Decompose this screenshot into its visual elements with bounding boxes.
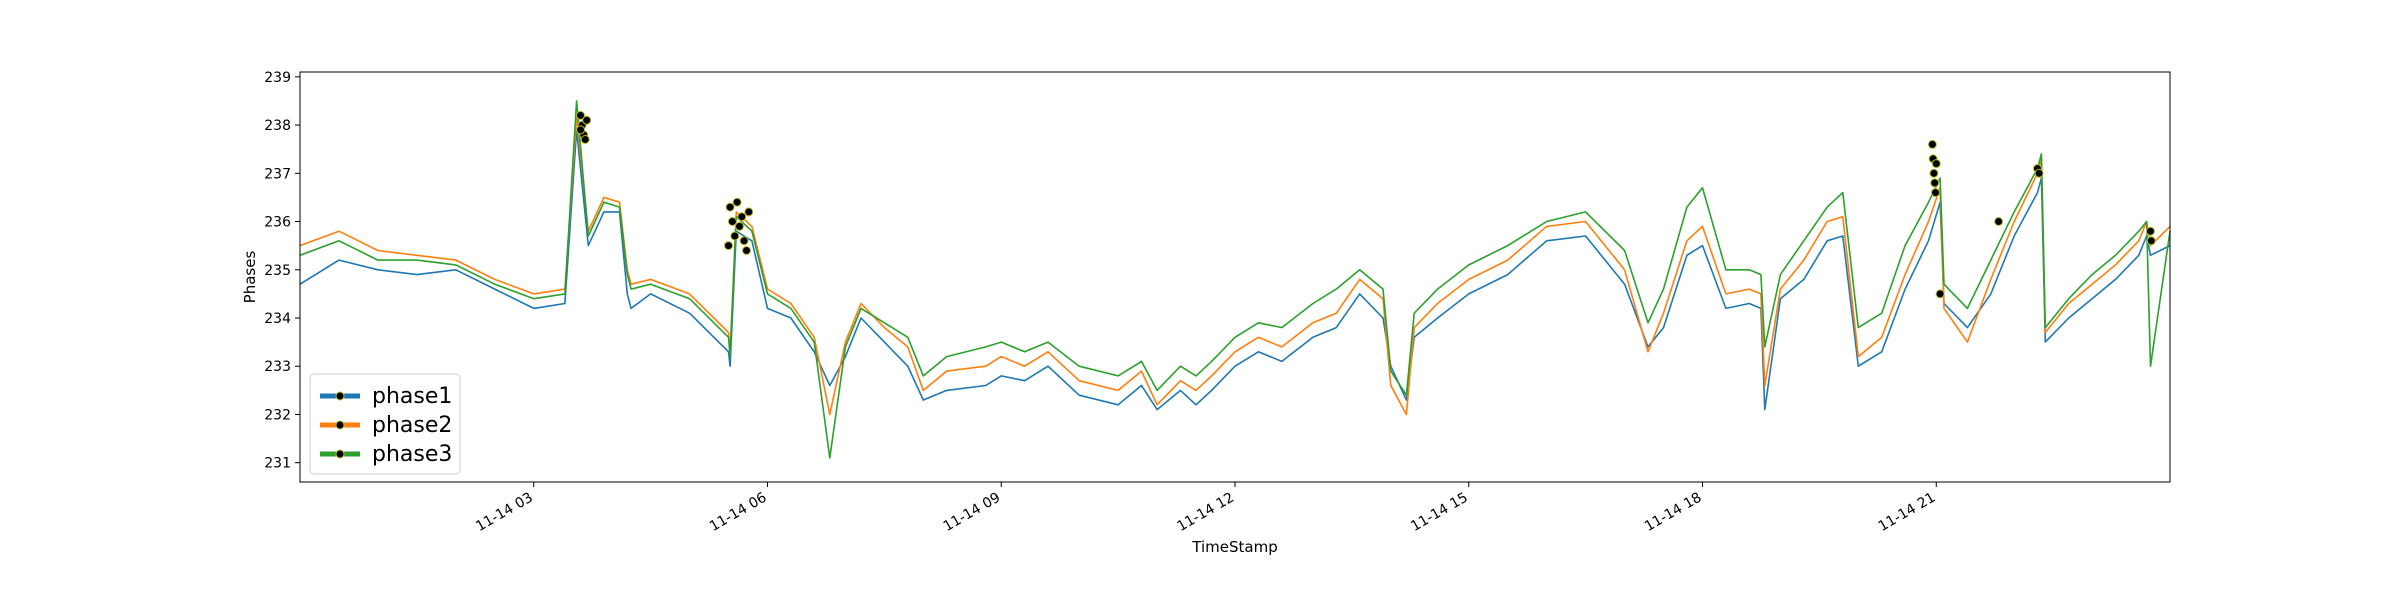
- anomaly-marker: [737, 212, 747, 222]
- y-tick-label: 236: [264, 215, 291, 231]
- y-tick-label: 237: [264, 166, 291, 182]
- anomaly-marker: [732, 197, 742, 207]
- anomaly-marker: [742, 246, 751, 255]
- anomaly-marker: [582, 115, 592, 125]
- anomaly-marker: [730, 231, 740, 241]
- y-axis: 231 232 233 234 235 236 237 238 239: [264, 70, 300, 472]
- y-tick-label: 233: [264, 359, 291, 375]
- anomaly-marker: [1935, 289, 1945, 299]
- anomaly-marker: [2146, 236, 2156, 246]
- anomaly-marker: [576, 110, 585, 120]
- legend-label-phase3: phase3: [372, 442, 452, 467]
- legend-label-phase2: phase2: [372, 413, 452, 438]
- legend-box: [309, 373, 461, 475]
- y-tick-label: 234: [264, 311, 291, 327]
- y-axis-label: Phases: [241, 251, 259, 304]
- x-axis-label: TimeStamp: [1191, 538, 1277, 556]
- y-tick-label: 232: [264, 407, 291, 423]
- anomaly-marker: [1931, 159, 1941, 169]
- anomaly-marker: [580, 135, 590, 144]
- y-tick-label: 238: [264, 118, 291, 134]
- y-tick-label: 235: [264, 263, 291, 279]
- anomaly-marker: [724, 241, 733, 251]
- y-tick-label: 239: [264, 70, 291, 86]
- anomaly-marker: [744, 207, 754, 217]
- anomaly-marker: [1931, 188, 1940, 198]
- anomaly-marker: [727, 217, 737, 226]
- y-tick-label: 231: [264, 456, 291, 472]
- legend-marker: [335, 449, 345, 459]
- legend-marker: [335, 391, 345, 401]
- anomaly-marker: [1929, 168, 1939, 178]
- anomaly-marker: [735, 221, 744, 231]
- series-line-phase2: [299, 114, 2171, 416]
- anomaly-marker: [1930, 178, 1940, 188]
- anomaly-marker: [1994, 217, 2004, 226]
- anomaly-marker: [2146, 226, 2155, 236]
- legend-label-phase1: phase1: [372, 384, 452, 409]
- anomaly-marker: [725, 202, 735, 212]
- anomaly-marker: [2034, 168, 2044, 178]
- marker-layer: [576, 110, 2156, 299]
- anomaly-marker: [1927, 139, 1937, 149]
- series-line-phase1: [299, 129, 2171, 411]
- legend: phase1 phase2 phase3: [309, 373, 461, 475]
- anomaly-marker: [739, 236, 749, 246]
- legend-marker: [335, 420, 345, 430]
- anomaly-marker: [576, 125, 585, 135]
